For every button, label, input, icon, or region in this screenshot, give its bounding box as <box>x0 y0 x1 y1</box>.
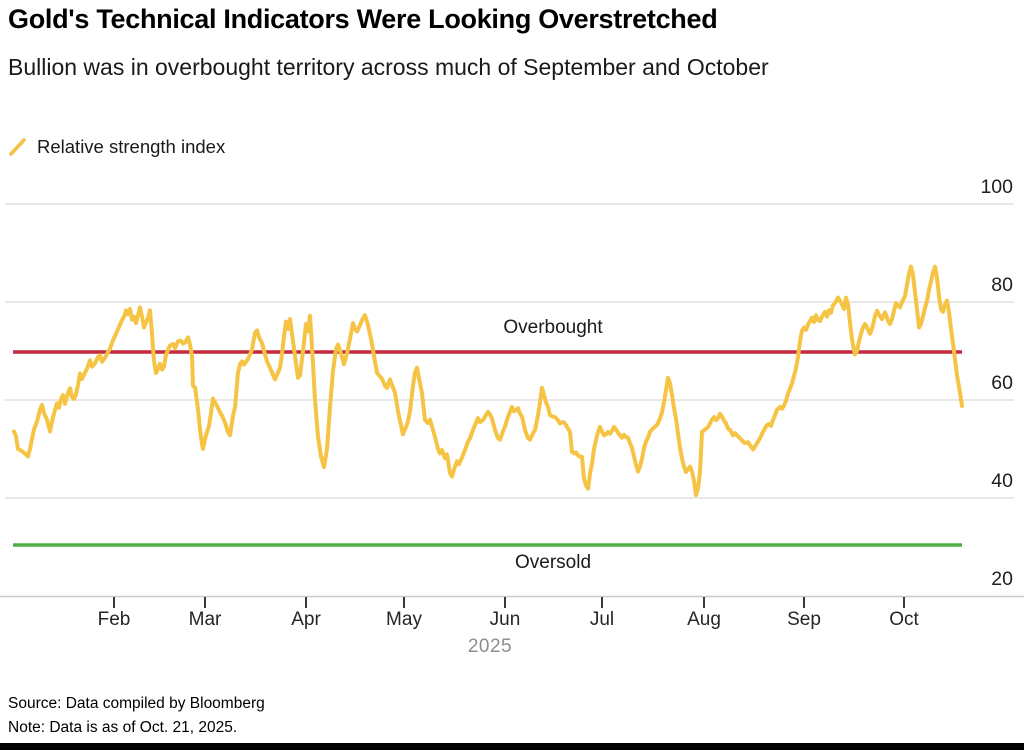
y-tick-label-40: 40 <box>991 470 1013 492</box>
x-tick-label-mar: Mar <box>188 609 222 630</box>
y-tick-label-80: 80 <box>991 274 1013 296</box>
source-text: Source: Data compiled by Bloomberg <box>8 695 265 712</box>
x-tick-label-sep: Sep <box>787 609 821 630</box>
x-tick-label-feb: Feb <box>97 609 131 630</box>
legend-label: Relative strength index <box>37 136 226 157</box>
x-tick-label-oct: Oct <box>889 609 919 630</box>
legend-slash-icon <box>9 138 26 156</box>
x-tick-label-jun: Jun <box>489 609 521 630</box>
x-tick-label-jul: Jul <box>589 609 615 630</box>
note-text: Note: Data is as of Oct. 21, 2025. <box>8 719 238 736</box>
legend: Relative strength index <box>8 136 225 158</box>
rsi-line <box>12 264 964 498</box>
x-tick-label-may: May <box>386 609 422 630</box>
x-axis-year-label: 2025 <box>467 636 513 657</box>
y-tick-label-60: 60 <box>991 372 1013 394</box>
bottom-black-bar <box>0 743 1024 750</box>
overbought-label: Overbought <box>503 317 603 338</box>
y-tick-label-100: 100 <box>980 176 1013 198</box>
oversold-label: Oversold <box>514 552 592 573</box>
x-tick-label-apr: Apr <box>291 609 321 630</box>
chart-subtitle: Bullion was in overbought territory acro… <box>8 54 769 80</box>
y-tick-label-20: 20 <box>991 568 1013 590</box>
chart-title: Gold's Technical Indicators Were Looking… <box>8 4 718 34</box>
x-tick-label-aug: Aug <box>687 609 721 630</box>
